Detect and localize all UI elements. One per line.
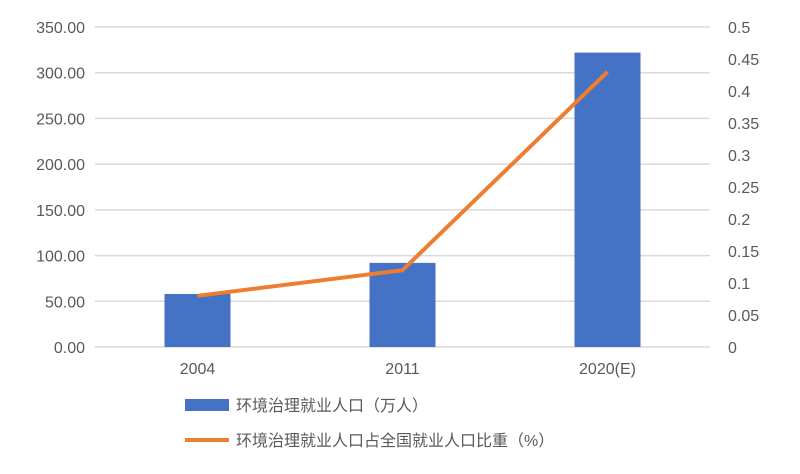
y-left-tick-label: 0.00 (54, 340, 85, 357)
y-right-tick-label: 0.3 (728, 148, 750, 165)
y-left-tick-label: 150.00 (36, 203, 85, 220)
y-left-tick-label: 200.00 (36, 157, 85, 174)
y-right-tick-label: 0.4 (728, 84, 750, 101)
y-left-tick-label: 100.00 (36, 249, 85, 266)
y-right-tick-label: 0.1 (728, 276, 750, 293)
legend-swatch-bar (185, 399, 229, 411)
y-left-tick-label: 250.00 (36, 111, 85, 128)
y-right-tick-label: 0 (728, 340, 737, 357)
y-right-tick-label: 0.25 (728, 180, 759, 197)
y-right-tick-label: 0.5 (728, 20, 750, 37)
y-left-tick-label: 50.00 (45, 294, 85, 311)
y-right-tick-label: 0.45 (728, 52, 759, 69)
y-right-tick-label: 0.2 (728, 212, 750, 229)
y-left-tick-label: 350.00 (36, 20, 85, 37)
bar (164, 293, 231, 347)
line-series (197, 70, 609, 298)
bar (369, 262, 436, 347)
x-tick-label: 2020(E) (579, 361, 636, 378)
y-right-tick-label: 0.05 (728, 308, 759, 325)
legend-label-bar: 环境治理就业人口（万人） (236, 396, 428, 415)
x-tick-label: 2004 (180, 361, 216, 378)
y-right-tick-label: 0.35 (728, 116, 759, 133)
y-left-tick-label: 300.00 (36, 66, 85, 83)
x-tick-label: 2011 (385, 361, 420, 378)
y-right-tick-label: 0.15 (728, 244, 759, 261)
legend-label-line: 环境治理就业人口占全国就业人口比重（%） (236, 431, 554, 450)
bar (574, 52, 641, 347)
